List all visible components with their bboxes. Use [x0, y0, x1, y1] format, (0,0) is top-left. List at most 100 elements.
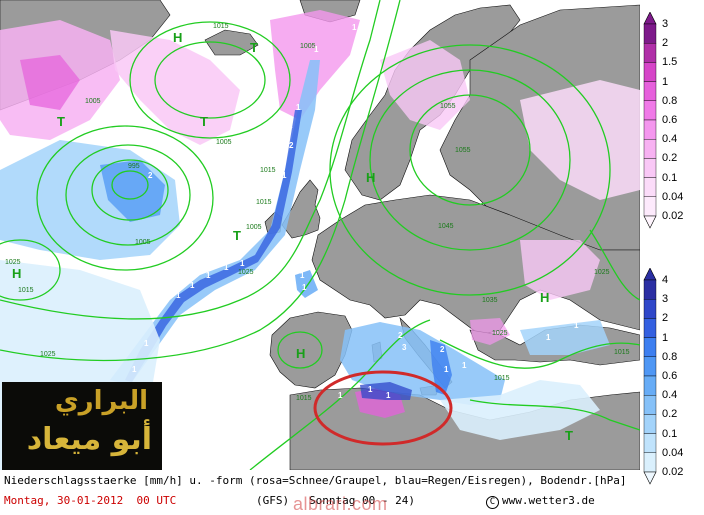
- snow-legend-bar: [643, 12, 657, 229]
- footer-row: Montag, 30-01-2012 00 UTC (GFS) Sonntag …: [0, 490, 640, 510]
- precip-point-label: 2: [440, 345, 445, 354]
- precip-point-label: 1: [282, 171, 287, 180]
- precip-point-label: 1: [144, 339, 149, 348]
- legend-swatch: [643, 414, 657, 434]
- legend-swatch: [643, 81, 657, 101]
- pressure-label: 1015: [614, 349, 630, 356]
- precip-point-label: 1: [546, 333, 551, 342]
- legend-swatch: [643, 375, 657, 396]
- isobar-long-5: [469, 399, 640, 431]
- pressure-label: 1005: [300, 43, 316, 50]
- legend-swatch: [643, 196, 657, 217]
- snow-area-northatlantic: [110, 30, 240, 145]
- legend-swatch: [643, 356, 657, 377]
- legend-level-label: 1: [662, 75, 669, 88]
- pressure-label: 1025: [238, 269, 254, 276]
- precip-point-label: 1: [176, 291, 181, 300]
- isobar-low-core: [111, 170, 149, 200]
- snow-area-east-europe: [520, 240, 600, 300]
- legend-swatch: [643, 62, 657, 82]
- pressure-label: 1005: [85, 98, 101, 105]
- rain-area-front-core: [125, 110, 302, 382]
- logo-text-line2: أبو ميعاد: [26, 422, 152, 457]
- land-iceland: [204, 29, 259, 56]
- legend-swatch: [643, 119, 657, 140]
- precip-point-label: 1: [362, 15, 367, 24]
- pressure-label: 1005: [216, 139, 232, 146]
- precip-point-label: 1: [132, 365, 137, 374]
- legend-level-label: 0.8: [662, 94, 678, 107]
- precip-point-label: 1: [338, 391, 343, 400]
- precip-point-label: 3: [402, 343, 407, 352]
- precip-point-label: 1: [288, 121, 293, 130]
- legend-level-label: 3: [662, 18, 669, 30]
- pressure-label: 1025: [594, 269, 610, 276]
- pressure-label: 1055: [455, 147, 471, 154]
- isobar-long-4: [439, 339, 640, 369]
- pressure-label: 1015: [260, 167, 276, 174]
- logo-text-line1: البراري: [54, 386, 148, 416]
- pressure-label: 1035: [482, 297, 498, 304]
- precip-point-label: 1: [574, 321, 579, 330]
- snow-area-greenland-dense: [20, 55, 80, 110]
- pressure-system-marker: H: [366, 170, 375, 185]
- legend-level-label: 1: [662, 331, 669, 344]
- pressure-label: 1005: [246, 224, 262, 231]
- legend-level-label: 0.02: [662, 466, 684, 478]
- legend-level-label: 1.5: [662, 56, 678, 69]
- precip-point-label: 1: [296, 103, 301, 112]
- precip-point-label: 1: [462, 361, 467, 370]
- isobar-low-ring-3: [65, 144, 191, 246]
- rain-area-north-africa: [440, 380, 600, 440]
- legend-level-label: 0.4: [662, 389, 678, 402]
- isobar-high-russia-3: [329, 44, 611, 296]
- model-info: (GFS) Sonntag 00 - 24): [256, 494, 415, 507]
- pressure-label: 1015: [494, 375, 510, 382]
- precip-point-label: 1: [386, 391, 391, 400]
- pressure-label: 1015: [256, 199, 272, 206]
- pressure-system-marker: T: [57, 114, 65, 129]
- isobar-long-2: [0, 0, 401, 362]
- legend-level-label: 0.6: [662, 370, 678, 382]
- snow-area-scandinavia: [380, 40, 470, 130]
- pressure-system-marker: T: [250, 40, 258, 55]
- legend-level-label: 3: [662, 293, 669, 306]
- legend-swatch: [643, 43, 657, 63]
- legend-arrow-top: [643, 12, 657, 25]
- land-central-europe: [311, 194, 640, 336]
- legend-arrow-top: [643, 268, 657, 281]
- precip-point-label: 1: [190, 281, 195, 290]
- credit-url: www.wetter3.de: [502, 494, 595, 507]
- legend-swatch: [643, 433, 657, 454]
- precip-point-label: 1: [240, 259, 245, 268]
- pressure-label: 1015: [213, 23, 229, 30]
- rain-area-adriatic: [430, 340, 452, 395]
- run-date: Montag, 30-01-2012 00 UTC: [4, 494, 177, 507]
- legend-level-label: 0.04: [662, 190, 684, 203]
- legend-level-label: 0.1: [662, 171, 678, 184]
- legend-level-label: 2: [662, 312, 669, 325]
- precip-point-label: 1: [302, 283, 307, 292]
- legend-level-label: 0.04: [662, 446, 684, 459]
- rain-area-med-core: [360, 382, 412, 400]
- map-caption: Niederschlagsstaerke [mm/h] u. -form (ro…: [4, 474, 627, 487]
- pressure-system-marker: T: [565, 428, 573, 443]
- isobars: [0, 0, 640, 470]
- land-iberia: [269, 311, 353, 389]
- legend-level-label: 0.4: [662, 133, 678, 146]
- pressure-system-marker: H: [540, 290, 549, 305]
- pressure-systems: H T T T T H H H T H: [12, 30, 573, 443]
- legend-level-label: 2: [662, 37, 669, 50]
- legend-swatch: [643, 279, 657, 300]
- copyright-icon: C: [486, 496, 499, 509]
- legend-swatch: [643, 23, 657, 44]
- pressure-label: 1005: [135, 239, 151, 246]
- pressure-label: 1015: [296, 395, 312, 402]
- pressure-system-marker: H: [296, 346, 305, 361]
- legend-level-label: 4: [662, 274, 669, 286]
- isobar-high-russia: [409, 94, 531, 206]
- precip-point-label: 1: [470, 343, 475, 352]
- precip-point-labels: 1 1 1 2 1 2 1 1 1 1 1 1 1 1 1 1 1 2 3 2: [132, 15, 579, 400]
